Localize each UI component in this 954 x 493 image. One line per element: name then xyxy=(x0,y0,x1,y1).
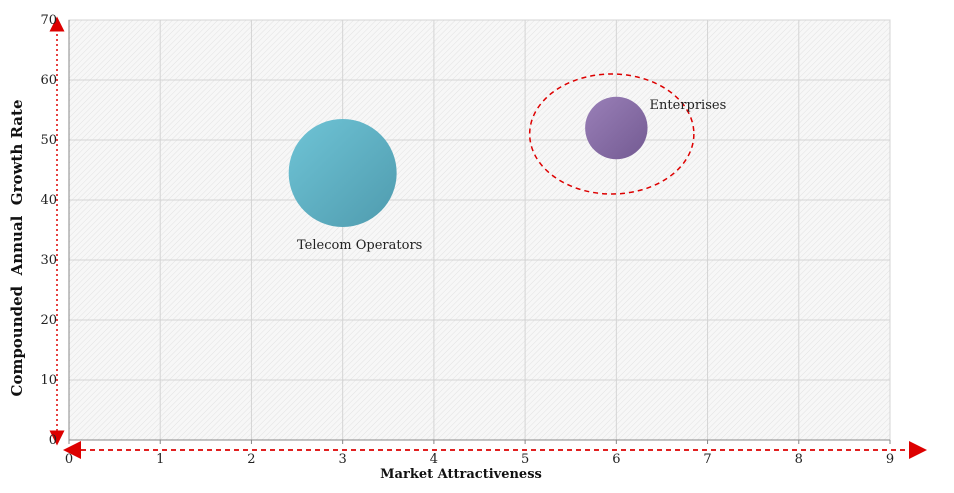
y-axis-title: Compounded Annual Growth Rate xyxy=(8,100,26,397)
y-tick-label: 60 xyxy=(40,73,57,88)
bubble-label: Enterprises xyxy=(650,98,727,113)
x-tick-label: 4 xyxy=(430,452,438,467)
y-tick-label: 70 xyxy=(40,13,57,28)
bubble-labels: Telecom Operators Enterprises xyxy=(297,98,726,253)
x-tick-label: 5 xyxy=(521,452,529,467)
highlight-ellipse xyxy=(528,73,695,195)
x-tick-label: 6 xyxy=(612,452,620,467)
x-tick-label: 0 xyxy=(65,452,73,467)
bubble-enterprises xyxy=(585,96,648,160)
y-tick-label: 0 xyxy=(49,433,57,448)
x-tick-label: 3 xyxy=(339,452,347,467)
highlight-layer xyxy=(528,73,695,195)
y-tick-label: 50 xyxy=(40,133,57,148)
x-axis-title: Market Attractiveness xyxy=(380,467,542,482)
bubbles xyxy=(288,96,648,227)
y-tick-label: 30 xyxy=(40,253,57,268)
y-tick-label: 20 xyxy=(40,313,57,328)
y-tick-label: 40 xyxy=(40,193,57,208)
bubble-label: Telecom Operators xyxy=(297,238,422,253)
x-tick-label: 8 xyxy=(795,452,803,467)
x-tick-label: 9 xyxy=(886,452,894,467)
x-tick-label: 1 xyxy=(156,452,164,467)
plot-area xyxy=(68,19,891,441)
axes xyxy=(49,16,927,459)
x-tick-label: 2 xyxy=(247,452,255,467)
bubble-telecom-operators xyxy=(288,119,397,227)
y-tick-label: 10 xyxy=(40,373,57,388)
x-tick-label: 7 xyxy=(703,452,711,467)
tick-labels: 0 1 2 3 4 5 6 7 8 9 0 10 20 30 40 50 60 70 xyxy=(40,13,894,467)
